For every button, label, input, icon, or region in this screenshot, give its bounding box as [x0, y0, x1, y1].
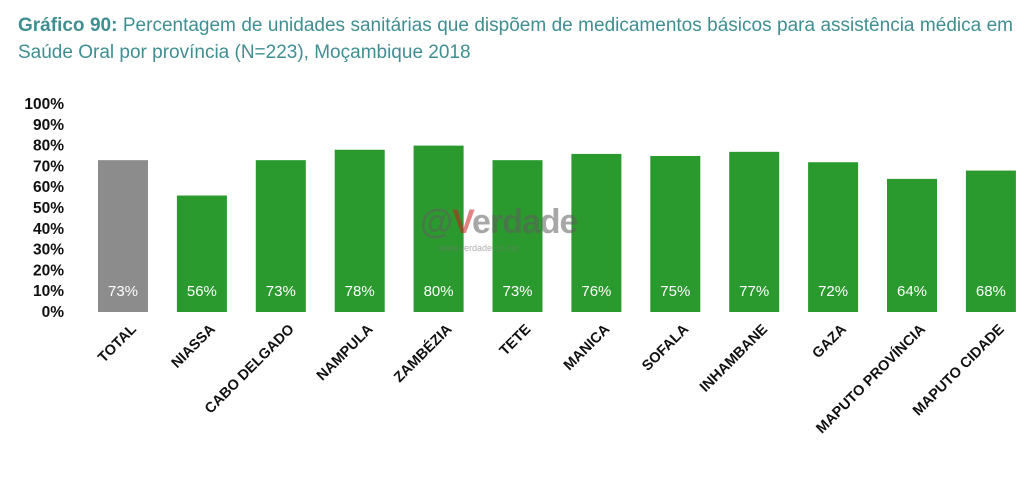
bar-tete [492, 160, 543, 312]
category-label: MANICA [561, 321, 614, 374]
bar-niassa [176, 195, 227, 312]
watermark-url: www.verdade.co.mz [438, 243, 519, 253]
bar-gaza [808, 162, 859, 312]
bar-maputo-província [887, 178, 937, 312]
data-label: 76% [581, 283, 611, 300]
data-label: 77% [739, 283, 769, 300]
bar-total [98, 160, 148, 312]
y-tick-label: 40% [33, 221, 64, 238]
y-tick-label: 90% [33, 117, 64, 134]
bar-nampula [334, 149, 385, 312]
category-label: CABO DELGADO [202, 322, 298, 418]
y-tick-label: 10% [33, 283, 64, 300]
category-label: TOTAL [95, 321, 140, 366]
category-label: TETE [497, 321, 535, 359]
data-label: 73% [502, 283, 532, 300]
y-tick-label: 20% [33, 262, 64, 279]
category-label: SOFALA [639, 321, 692, 374]
category-label: GAZA [810, 321, 851, 362]
data-label: 73% [108, 283, 138, 300]
data-label: 78% [345, 283, 375, 300]
data-label: 68% [976, 283, 1006, 300]
y-tick-label: 0% [42, 304, 65, 321]
y-tick-label: 80% [33, 138, 64, 155]
data-label: 80% [424, 283, 454, 300]
data-label: 75% [660, 283, 690, 300]
category-label: NIASSA [169, 321, 219, 371]
bar-zambézia [413, 145, 464, 312]
data-label: 56% [187, 283, 217, 300]
watermark-logo: @Verdade [420, 203, 578, 241]
y-tick-label: 100% [24, 96, 64, 113]
bar-manica [571, 153, 622, 312]
data-label: 64% [897, 283, 927, 300]
chart-title-text: Percentagem de unidades sanitárias que d… [18, 15, 1014, 63]
chart-title: Gráfico 90: Percentagem de unidades sani… [18, 12, 1013, 66]
bar-sofala [650, 156, 701, 312]
bar-cabo-delgado [255, 160, 306, 312]
category-label: INHAMBANE [697, 321, 771, 395]
chart-number: Gráfico 90: [18, 15, 118, 36]
data-label: 73% [266, 283, 296, 300]
category-label: ZAMBÉZIA [390, 320, 455, 385]
bar-inhambane [729, 151, 780, 312]
data-label: 72% [818, 283, 848, 300]
y-tick-label: 70% [33, 158, 64, 175]
bar-maputo-cidade [965, 170, 1016, 312]
y-tick-label: 60% [33, 179, 64, 196]
y-tick-label: 50% [33, 200, 64, 217]
y-tick-label: 30% [33, 242, 64, 259]
category-label: NAMPULA [314, 321, 377, 384]
